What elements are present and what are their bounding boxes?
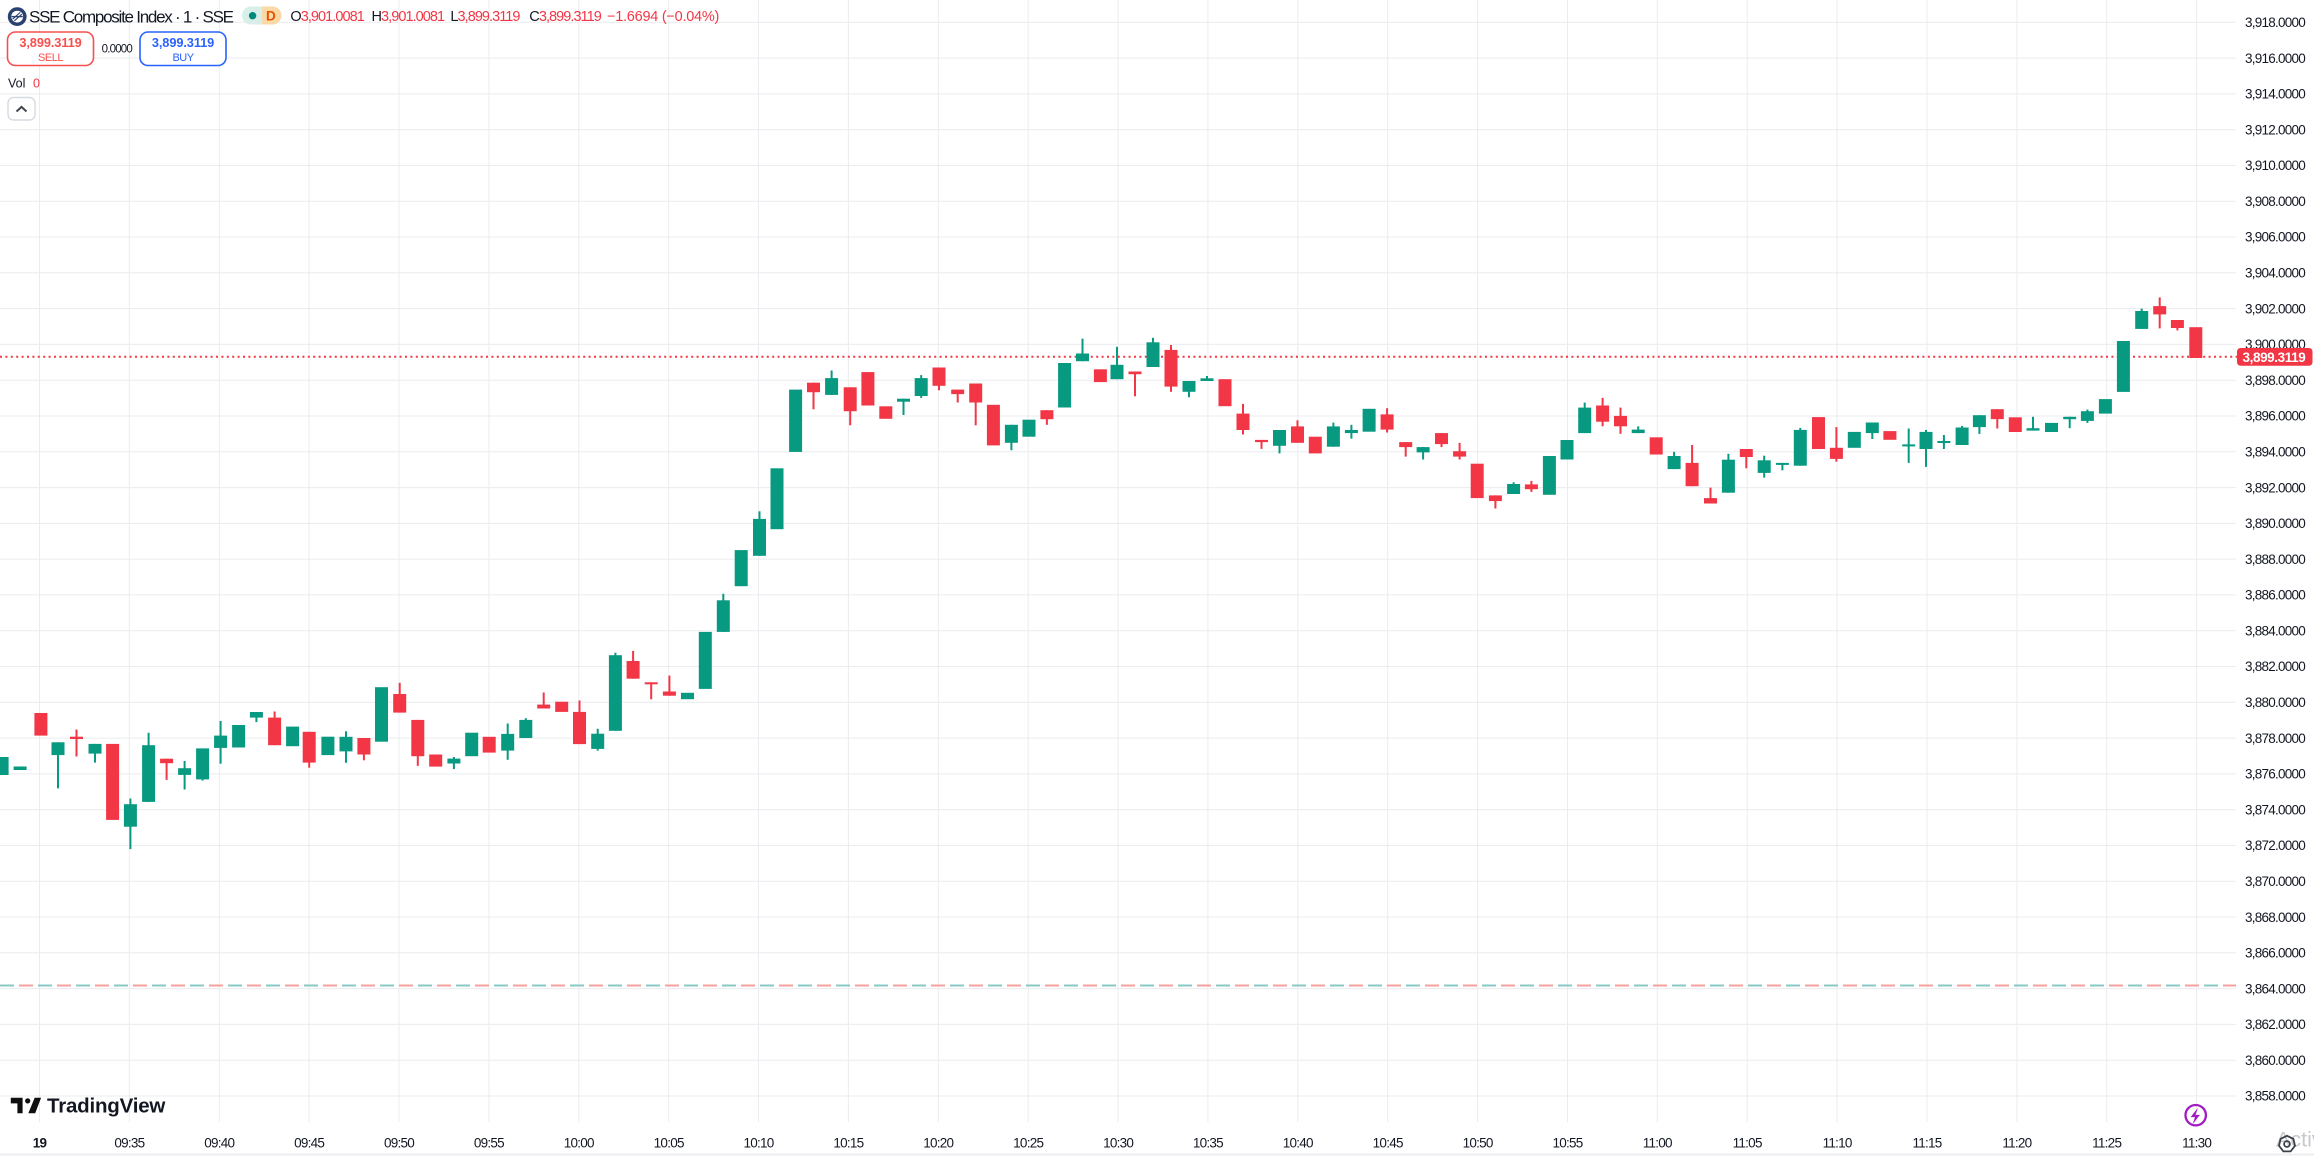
svg-text:10:55: 10:55 xyxy=(1552,1136,1582,1151)
svg-text:09:35: 09:35 xyxy=(114,1136,144,1151)
svg-text:10:35: 10:35 xyxy=(1193,1136,1223,1151)
svg-text:10:50: 10:50 xyxy=(1463,1136,1493,1151)
svg-text:Activa: Activa xyxy=(2276,1128,2314,1152)
svg-text:3,912.0000: 3,912.0000 xyxy=(2245,122,2305,137)
svg-text:−1.6694 (−0.04%): −1.6694 (−0.04%) xyxy=(607,9,719,25)
svg-text:3,878.0000: 3,878.0000 xyxy=(2245,731,2305,746)
svg-text:11:05: 11:05 xyxy=(1733,1136,1762,1151)
svg-text:3,916.0000: 3,916.0000 xyxy=(2245,51,2305,66)
svg-text:3,908.0000: 3,908.0000 xyxy=(2245,194,2305,209)
svg-text:3,894.0000: 3,894.0000 xyxy=(2245,445,2305,460)
svg-text:10:20: 10:20 xyxy=(923,1136,953,1151)
svg-text:3,899.3119: 3,899.3119 xyxy=(2243,350,2306,365)
svg-text:3,886.0000: 3,886.0000 xyxy=(2245,588,2305,603)
svg-text:10:00: 10:00 xyxy=(564,1136,594,1151)
svg-text:3,899.3119: 3,899.3119 xyxy=(19,35,81,50)
svg-text:09:50: 09:50 xyxy=(384,1136,414,1151)
svg-text:3,870.0000: 3,870.0000 xyxy=(2245,874,2305,889)
svg-text:3,918.0000: 3,918.0000 xyxy=(2245,15,2305,30)
svg-text:3,860.0000: 3,860.0000 xyxy=(2245,1053,2305,1068)
svg-text:3,896.0000: 3,896.0000 xyxy=(2245,409,2305,424)
svg-text:09:55: 09:55 xyxy=(474,1136,504,1151)
svg-text:3,904.0000: 3,904.0000 xyxy=(2245,266,2305,281)
svg-text:10:45: 10:45 xyxy=(1373,1136,1403,1151)
svg-text:3,880.0000: 3,880.0000 xyxy=(2245,695,2305,710)
svg-text:3,868.0000: 3,868.0000 xyxy=(2245,910,2305,925)
svg-text:3,876.0000: 3,876.0000 xyxy=(2245,767,2305,782)
svg-text:3,884.0000: 3,884.0000 xyxy=(2245,623,2305,638)
svg-text:O3,901.0081: O3,901.0081 xyxy=(290,9,364,25)
svg-text:0.0000: 0.0000 xyxy=(102,43,133,55)
svg-text:SSE Composite Index · 1 · SSE: SSE Composite Index · 1 · SSE xyxy=(29,7,234,26)
svg-text:TradingView: TradingView xyxy=(47,1095,165,1118)
svg-text:0: 0 xyxy=(33,77,40,91)
svg-text:09:45: 09:45 xyxy=(294,1136,324,1151)
svg-text:10:10: 10:10 xyxy=(743,1136,773,1151)
svg-text:3,874.0000: 3,874.0000 xyxy=(2245,802,2305,817)
svg-text:3,902.0000: 3,902.0000 xyxy=(2245,301,2305,316)
svg-text:3,866.0000: 3,866.0000 xyxy=(2245,946,2305,961)
svg-text:10:05: 10:05 xyxy=(654,1136,684,1151)
svg-text:11:25: 11:25 xyxy=(2092,1136,2121,1151)
svg-text:3,890.0000: 3,890.0000 xyxy=(2245,516,2305,531)
svg-text:10:25: 10:25 xyxy=(1013,1136,1043,1151)
svg-text:H3,901.0081: H3,901.0081 xyxy=(372,9,445,25)
svg-text:3,898.0000: 3,898.0000 xyxy=(2245,373,2305,388)
svg-text:3,892.0000: 3,892.0000 xyxy=(2245,480,2305,495)
svg-text:D: D xyxy=(266,9,276,24)
svg-text:3,872.0000: 3,872.0000 xyxy=(2245,838,2305,853)
svg-text:10:15: 10:15 xyxy=(833,1136,863,1151)
svg-text:11:10: 11:10 xyxy=(1823,1136,1852,1151)
svg-text:11:20: 11:20 xyxy=(2002,1136,2031,1151)
svg-text:11:30: 11:30 xyxy=(2182,1136,2211,1151)
svg-text:SELL: SELL xyxy=(38,52,63,64)
svg-text:10:40: 10:40 xyxy=(1283,1136,1313,1151)
svg-text:3,882.0000: 3,882.0000 xyxy=(2245,659,2305,674)
svg-text:11:00: 11:00 xyxy=(1643,1136,1672,1151)
svg-text:C3,899.3119: C3,899.3119 xyxy=(529,9,601,25)
svg-text:3,906.0000: 3,906.0000 xyxy=(2245,230,2305,245)
svg-text:3,888.0000: 3,888.0000 xyxy=(2245,552,2305,567)
svg-text:10:30: 10:30 xyxy=(1103,1136,1133,1151)
svg-text:3,864.0000: 3,864.0000 xyxy=(2245,981,2305,996)
svg-text:11:15: 11:15 xyxy=(1912,1136,1941,1151)
svg-text:Vol: Vol xyxy=(8,77,25,91)
svg-text:3,858.0000: 3,858.0000 xyxy=(2245,1089,2305,1104)
svg-text:BUY: BUY xyxy=(172,52,194,64)
svg-text:3,899.3119: 3,899.3119 xyxy=(152,35,214,50)
svg-text:19: 19 xyxy=(33,1136,47,1151)
svg-text:09:40: 09:40 xyxy=(204,1136,234,1151)
svg-text:3,910.0000: 3,910.0000 xyxy=(2245,158,2305,173)
svg-text:L3,899.3119: L3,899.3119 xyxy=(450,9,520,25)
svg-text:3,862.0000: 3,862.0000 xyxy=(2245,1017,2305,1032)
svg-text:3,914.0000: 3,914.0000 xyxy=(2245,87,2305,102)
